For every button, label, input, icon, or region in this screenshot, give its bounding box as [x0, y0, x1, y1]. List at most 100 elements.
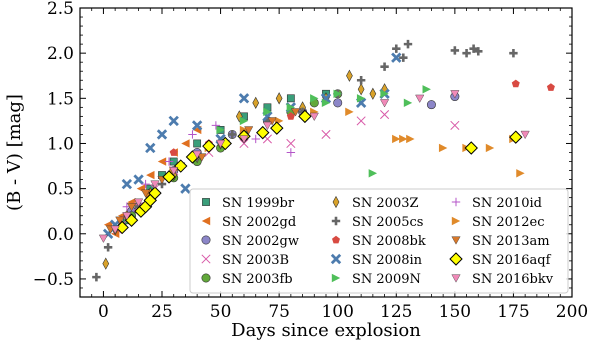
- legend-entry: SN 2016bkv: [451, 272, 554, 287]
- data-point-sn-2005cs: [474, 47, 483, 56]
- data-point-sn-2003b: [286, 138, 296, 149]
- legend-marker-sn-2003fb: [201, 273, 211, 283]
- legend-label: SN 2012ec: [472, 215, 544, 230]
- data-point-sn-2005cs: [103, 243, 113, 252]
- data-point-sn-2012ec: [345, 107, 354, 117]
- data-point-sn-2009n: [321, 98, 331, 108]
- legend-label: SN 2016aqf: [472, 253, 552, 268]
- legend-label: SN 2008in: [352, 253, 423, 268]
- data-point-sn-2003z: [369, 87, 377, 100]
- legend-entry: SN 2003Z: [332, 195, 419, 211]
- data-point-sn-2008in: [238, 93, 250, 104]
- data-point-sn-2003b: [356, 116, 366, 126]
- data-point-sn-2016aqf: [174, 159, 188, 173]
- data-point-sn-2013am: [197, 153, 207, 162]
- data-point-sn-2005cs: [356, 76, 366, 85]
- data-point-sn-2016aqf: [115, 220, 129, 235]
- legend-entry: SN 2010id: [451, 196, 542, 211]
- data-point-sn-2016aqf: [162, 170, 176, 184]
- x-tick-label: 150: [439, 302, 471, 322]
- y-tick-label: 0.5: [47, 180, 74, 200]
- legend-marker-sn-2003b: [201, 254, 211, 264]
- series-sn-2016aqf: [115, 109, 523, 235]
- legend-label: SN 2003Z: [352, 196, 419, 211]
- y-tick-label: −0.5: [33, 270, 74, 290]
- data-points-layer: [92, 39, 555, 282]
- legend-label: SN 2003B: [222, 253, 289, 268]
- legend-entry: SN 2016aqf: [449, 252, 552, 268]
- legend-marker-sn-2010id: [451, 197, 461, 207]
- legend-marker-sn-1999br: [202, 198, 210, 206]
- data-point-sn-2012ec: [485, 143, 495, 153]
- data-point-sn-2002gd: [181, 139, 190, 148]
- data-point-sn-2005cs: [403, 39, 413, 49]
- data-point-sn-2012ec: [438, 143, 448, 153]
- axis-ticks: 0 25 50 75 100 125 150 175 200 −0.5 0.0 0.5 1.0 1.5 2.…: [33, 0, 589, 322]
- data-point-sn-2008in: [156, 129, 168, 140]
- legend-entry: SN 2002gw: [201, 234, 299, 249]
- data-point-sn-2016bkv: [98, 234, 108, 243]
- legend-entry: SN 2002gd: [201, 215, 296, 230]
- data-point-sn-2005cs: [380, 62, 389, 71]
- legend-marker-sn-2003z: [332, 195, 340, 209]
- data-point-sn-2010id: [251, 134, 260, 144]
- data-point-sn-2012ec: [516, 169, 525, 178]
- data-point-sn-2005cs: [469, 44, 478, 53]
- data-point-sn-2009n: [403, 98, 413, 108]
- data-point-sn-2016aqf: [256, 125, 270, 140]
- legend-label: SN 1999br: [222, 196, 295, 211]
- legend-entry: SN 2008in: [330, 253, 423, 268]
- x-tick-label: 125: [380, 302, 412, 322]
- data-point-sn-2016bkv: [239, 135, 249, 144]
- data-point-sn-2013am: [127, 203, 137, 212]
- data-point-sn-2012ec: [399, 134, 408, 144]
- data-point-sn-2008in: [191, 120, 203, 131]
- data-point-sn-2016bkv: [122, 212, 132, 221]
- legend-marker-sn-2012ec: [451, 216, 461, 226]
- y-tick-label: 0.0: [47, 225, 74, 245]
- data-point-sn-2016bkv: [415, 94, 425, 103]
- data-point-sn-2013am: [244, 126, 254, 135]
- data-point-sn-2009n: [422, 85, 431, 94]
- data-point-sn-2003z: [346, 69, 353, 82]
- x-axis-title: Days since explosion: [231, 320, 421, 341]
- data-point-sn-2013am: [267, 117, 277, 126]
- data-point-sn-2008in: [168, 115, 179, 127]
- data-point-sn-2016bkv: [134, 198, 144, 207]
- legend-label: SN 2003fb: [222, 272, 293, 287]
- data-point-sn-2013am: [141, 189, 151, 198]
- data-point-sn-2005cs: [399, 53, 408, 62]
- data-point-sn-2002gd: [157, 157, 167, 166]
- legend-entry: SN 2003B: [201, 253, 289, 268]
- data-point-sn-2016aqf: [298, 109, 312, 124]
- data-point-sn-2016aqf: [464, 141, 478, 155]
- data-point-sn-2009n: [380, 89, 389, 98]
- legend-entry: SN 2009N: [331, 272, 421, 287]
- data-point-sn-2009n: [263, 107, 272, 117]
- legend-label: SN 2013am: [472, 234, 550, 249]
- legend-marker-sn-2013am: [451, 236, 461, 245]
- data-point-sn-2008in: [121, 178, 133, 190]
- legend-marker-sn-2016aqf: [449, 252, 463, 266]
- legend-marker-sn-2008in: [330, 253, 342, 265]
- data-point-sn-2005cs: [92, 272, 101, 282]
- y-tick-label: 1.5: [47, 89, 74, 109]
- data-point-sn-2002gd: [146, 170, 155, 180]
- series-sn-2010id: [122, 121, 296, 211]
- data-point-sn-2003z: [252, 96, 260, 109]
- data-point-sn-2016bkv: [380, 99, 390, 108]
- y-tick-label: 1.0: [47, 134, 74, 154]
- legend-marker-sn-2002gw: [201, 235, 211, 245]
- legend-label: SN 2008bk: [352, 234, 426, 249]
- y-tick-label: 2.5: [47, 0, 74, 19]
- legend-marker-sn-2008bk: [332, 235, 340, 244]
- data-point-sn-2016bkv: [110, 225, 120, 234]
- legend-entry: SN 2003fb: [201, 272, 293, 287]
- data-point-sn-1999br: [193, 139, 202, 148]
- data-point-sn-2003b: [380, 110, 390, 120]
- data-point-sn-2002gw: [333, 98, 343, 108]
- x-tick-label: 175: [497, 302, 529, 322]
- data-point-sn-2008bk: [169, 148, 178, 156]
- legend-marker-sn-2005cs: [331, 216, 341, 226]
